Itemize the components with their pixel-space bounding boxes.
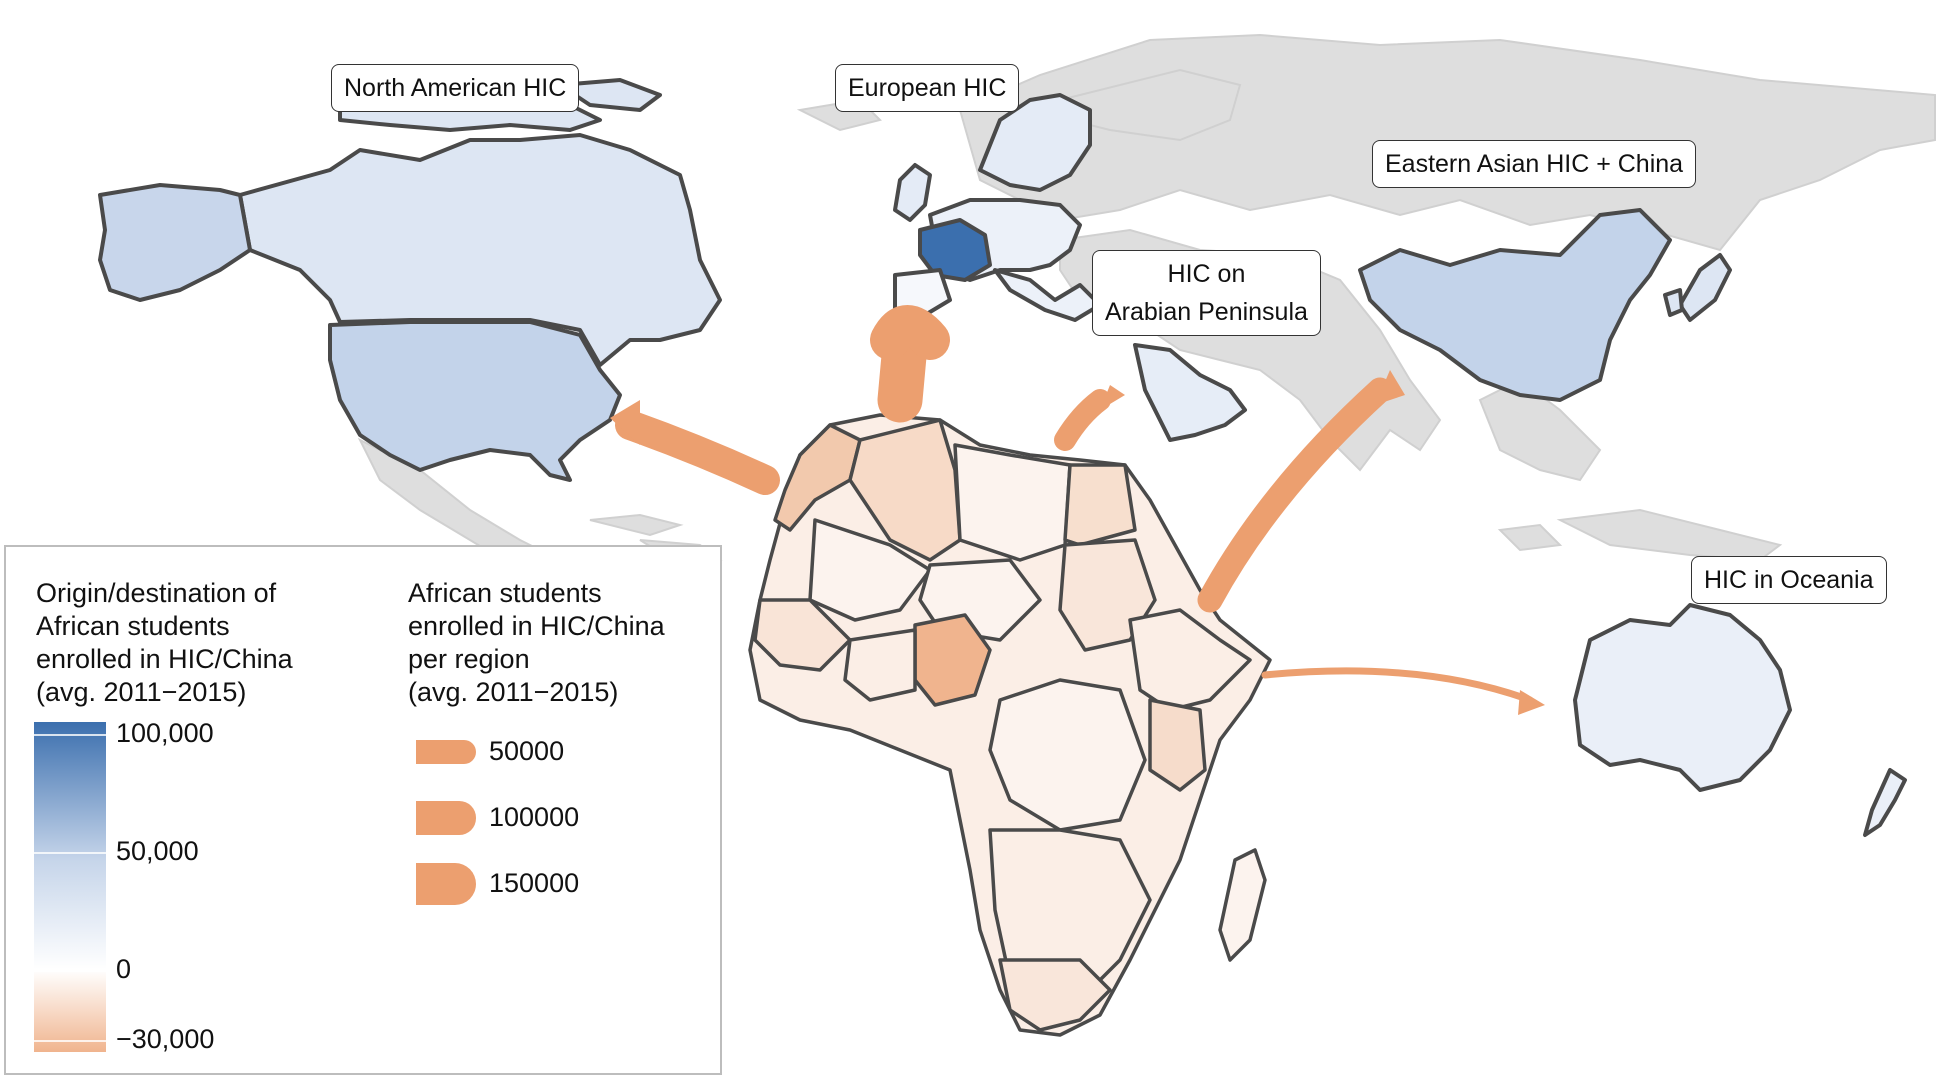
egypt xyxy=(1063,463,1137,547)
flow-head-arabia xyxy=(1100,385,1125,410)
madagascar xyxy=(1218,848,1267,962)
morocco xyxy=(773,423,862,532)
color-legend-tick-label: 0 xyxy=(116,953,132,984)
flow-legend-symbol xyxy=(416,801,476,835)
libya xyxy=(953,443,1072,562)
flow-arrows xyxy=(610,305,1545,715)
label-arabian-line1: HIC on xyxy=(1167,260,1246,288)
flow-to-arabia xyxy=(1054,389,1111,451)
guinea-coast xyxy=(843,628,917,702)
color-legend-title: Origin/destination of African students e… xyxy=(36,578,293,707)
france xyxy=(918,218,992,282)
japan xyxy=(1678,253,1732,322)
label-oceania: HIC in Oceania xyxy=(1691,556,1887,604)
uk xyxy=(893,163,932,222)
flow-to-europe xyxy=(877,322,928,423)
flow-legend-symbol xyxy=(416,863,476,905)
flow-legend-symbol xyxy=(416,739,476,765)
australia xyxy=(1573,603,1792,792)
usa-region xyxy=(328,320,622,482)
canada-region xyxy=(238,133,722,367)
color-ramp xyxy=(34,722,106,1052)
color-legend-tick-label: −30,000 xyxy=(116,1024,215,1055)
africa xyxy=(748,413,1272,1037)
flow-head-oceania xyxy=(1518,690,1545,715)
algeria xyxy=(848,418,962,562)
label-arabian: HIC on Arabian Peninsula xyxy=(1092,250,1321,336)
flow-legend-title: African students enrolled in HIC/China p… xyxy=(408,578,665,707)
flow-head-north-america xyxy=(610,400,640,445)
legend: Origin/destination of African students e… xyxy=(4,545,722,1075)
flow-head-east-asia xyxy=(1375,370,1405,405)
ethiopia xyxy=(1128,608,1252,712)
color-legend-tickmark xyxy=(34,851,106,854)
flow-legend-label: 50000 xyxy=(489,736,565,766)
alaska-region xyxy=(98,183,252,302)
flow-to-oceania xyxy=(1261,667,1534,704)
oceania xyxy=(1573,603,1907,837)
iberia xyxy=(893,268,952,317)
color-legend-tick-label: 50,000 xyxy=(116,835,199,866)
new-zealand xyxy=(1863,768,1907,837)
flow-legend-label: 100000 xyxy=(489,802,580,832)
label-arabian-line2: Arabian Peninsula xyxy=(1105,298,1308,326)
flow-to-north-america xyxy=(615,410,780,495)
label-european: European HIC xyxy=(835,64,1020,112)
flow-to-east-asia xyxy=(1197,377,1393,613)
korea xyxy=(1663,288,1684,317)
flow-legend-label: 150000 xyxy=(489,868,580,898)
label-eastern-asian: Eastern Asian HIC + China xyxy=(1372,140,1697,188)
color-legend-tick-label: 100,000 xyxy=(116,717,214,748)
china-region xyxy=(1358,208,1672,402)
west-coast xyxy=(753,598,852,672)
east-asia xyxy=(1358,208,1732,402)
color-legend-tickmark xyxy=(34,733,106,736)
arabian-peninsula xyxy=(1133,343,1247,442)
east-africa xyxy=(1148,698,1207,792)
color-legend-bar xyxy=(34,722,106,1052)
south-africa xyxy=(998,958,1112,1032)
label-north-american: North American HIC xyxy=(331,64,580,112)
central-africa xyxy=(988,678,1147,832)
color-legend-tickmark xyxy=(34,969,106,972)
color-legend-tickmark xyxy=(34,1040,106,1043)
